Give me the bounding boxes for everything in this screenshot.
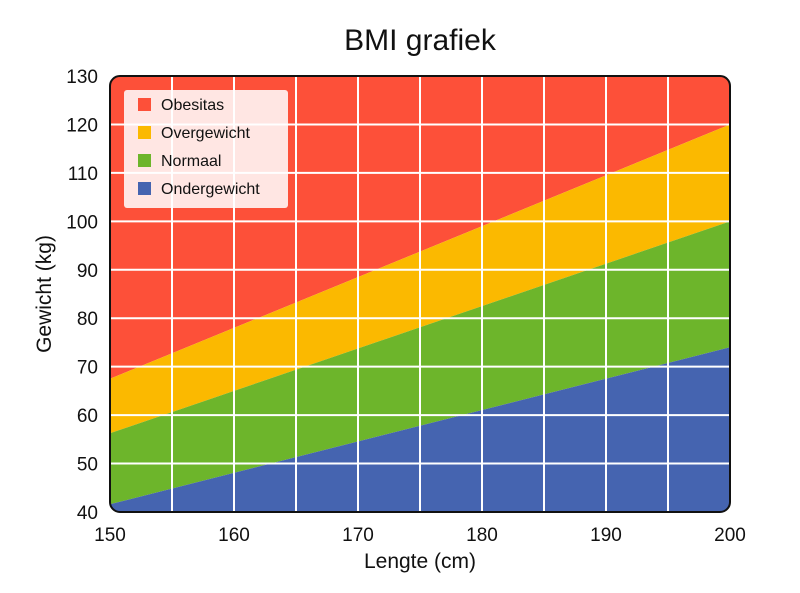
x-tick-label: 150 (94, 525, 126, 546)
x-tick-label: 160 (218, 525, 250, 546)
y-tick-label: 90 (77, 261, 98, 282)
legend-label: Normaal (161, 153, 221, 170)
x-axis-label: Lengte (cm) (364, 550, 476, 573)
legend: Obesitas Overgewicht Normaal Ondergewicht (124, 90, 288, 208)
plot-border (109, 75, 731, 513)
y-tick-labels: 40 50 60 70 80 90 100 110 120 130 (66, 67, 98, 524)
legend-swatch (138, 154, 151, 167)
x-tick-label: 190 (590, 525, 622, 546)
legend-swatch (138, 98, 151, 111)
legend-background (124, 90, 288, 208)
chart-title: BMI grafiek (344, 24, 497, 57)
legend-label: Overgewicht (161, 125, 250, 142)
y-axis-label: Gewicht (kg) (33, 235, 56, 353)
x-tick-labels: 150 160 170 180 190 200 (94, 525, 746, 546)
legend-swatch (138, 182, 151, 195)
x-tick-label: 180 (466, 525, 498, 546)
y-tick-label: 120 (66, 115, 98, 136)
legend-label: Obesitas (161, 97, 224, 114)
y-tick-label: 50 (77, 455, 98, 476)
plot-area (110, 76, 730, 512)
y-tick-label: 130 (66, 67, 98, 88)
y-tick-label: 70 (77, 358, 98, 379)
y-tick-label: 110 (68, 164, 98, 185)
legend-label: Ondergewicht (161, 181, 260, 198)
y-tick-label: 60 (77, 406, 98, 427)
y-tick-label: 100 (66, 212, 98, 233)
x-tick-label: 200 (714, 525, 746, 546)
legend-swatch (138, 126, 151, 139)
y-tick-label: 80 (77, 309, 98, 330)
grid-layer (110, 76, 730, 512)
x-tick-label: 170 (342, 525, 374, 546)
y-tick-label: 40 (77, 503, 98, 524)
